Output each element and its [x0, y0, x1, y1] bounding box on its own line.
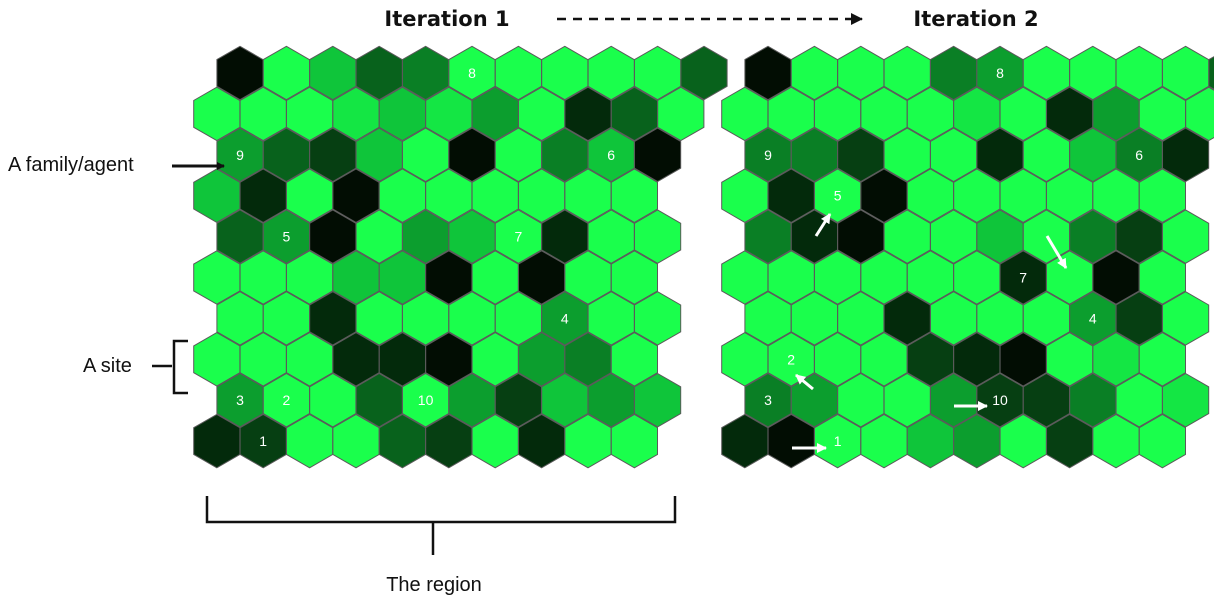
site-hex — [657, 86, 705, 142]
iteration-1-grid: 1 2 3 4 5 6 7 8 9 10 — [193, 45, 728, 469]
site-hex — [680, 45, 728, 101]
agent-label-3: 3 — [236, 392, 244, 408]
agent-label-9: 9 — [236, 147, 244, 163]
move-arrow-2 — [795, 373, 814, 391]
agent-label-8: 8 — [468, 65, 476, 81]
move-arrow-5 — [814, 213, 832, 237]
agent-label-8: 8 — [996, 65, 1004, 81]
agent-label-6: 6 — [1135, 147, 1143, 163]
site-hex — [610, 168, 658, 223]
agent-label-2: 2 — [787, 351, 795, 367]
agent-label-4: 4 — [1089, 310, 1097, 326]
site-annotation-label: A site — [83, 355, 132, 377]
agent-annotation-label: A family/agent — [8, 154, 134, 176]
site-hex — [1162, 209, 1210, 264]
agent-label-1: 1 — [834, 433, 842, 449]
site-bracket — [172, 339, 188, 395]
agent-label-5: 5 — [283, 229, 291, 245]
site-hex — [1208, 56, 1214, 90]
agent-label-7: 7 — [515, 229, 523, 245]
iteration-1-title: Iteration 1 — [384, 7, 509, 31]
iteration-2-title: Iteration 2 — [913, 7, 1038, 31]
movement-arrows — [792, 213, 1068, 453]
site-hex — [1138, 413, 1186, 469]
site-hex — [610, 332, 658, 387]
agent-label-4: 4 — [561, 310, 569, 326]
site-hex — [1162, 372, 1210, 428]
move-arrow-7 — [1045, 235, 1068, 269]
site-hex — [634, 372, 682, 428]
site-hex — [1162, 127, 1210, 183]
agent-label-9: 9 — [764, 147, 772, 163]
site-hex — [1162, 291, 1210, 346]
iteration-2-grid: 1 2 3 4 5 6 7 8 9 10 — [721, 45, 1214, 469]
site-hex — [634, 291, 682, 346]
agent-label-2: 2 — [283, 392, 291, 408]
site-hex — [634, 209, 682, 264]
agent-label-1: 1 — [259, 433, 267, 449]
site-hex — [634, 127, 682, 183]
agent-label-7: 7 — [1019, 270, 1027, 286]
site-hex — [610, 413, 658, 469]
agent-label-10: 10 — [992, 392, 1008, 408]
region-bracket — [205, 496, 677, 524]
agent-label-5: 5 — [834, 188, 842, 204]
site-hex — [610, 250, 658, 305]
site-hex — [1138, 332, 1186, 387]
agent-label-3: 3 — [764, 392, 772, 408]
site-hex — [1138, 250, 1186, 305]
site-hex — [1185, 86, 1214, 142]
agent-label-6: 6 — [607, 147, 615, 163]
region-annotation-label: The region — [386, 574, 482, 596]
agent-label-10: 10 — [418, 392, 434, 408]
site-hex — [1138, 168, 1186, 223]
